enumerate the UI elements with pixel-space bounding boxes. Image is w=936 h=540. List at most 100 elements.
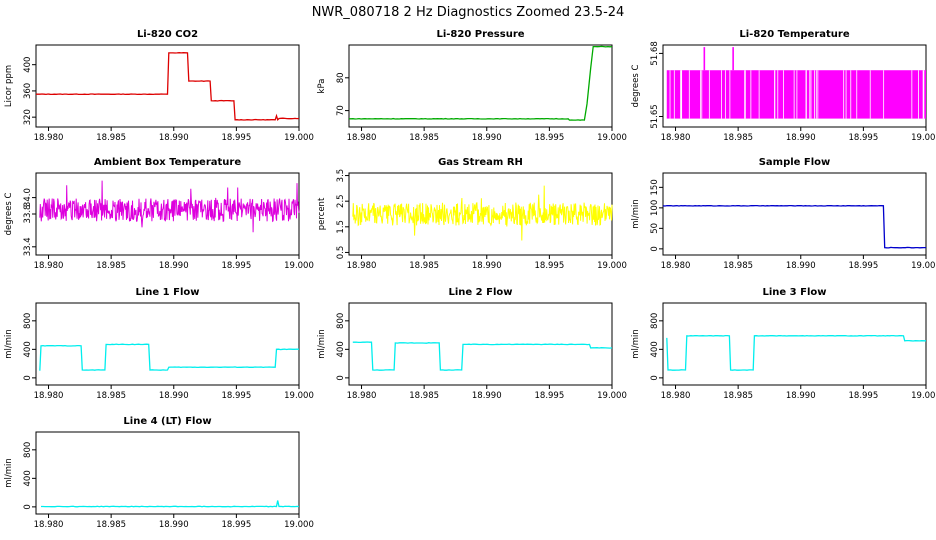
chart-panel: Li-820 Temperature 18.980 18.985 18.990 18.9… <box>631 29 936 143</box>
x-tick-label: 18.985 <box>96 520 126 530</box>
x-tick-label: 18.990 <box>159 520 189 530</box>
x-tick-label: 19.000 <box>911 391 936 401</box>
x-tick-label: 18.980 <box>661 391 691 401</box>
chart-panels: Li-820 CO2 18.980 18.985 18.990 18.995 19.000… <box>4 29 936 530</box>
x-tick-label: 19.000 <box>284 261 314 271</box>
chart-panel: Line 4 (LT) Flow 18.980 18.985 18.990 18.995… <box>4 416 314 530</box>
y-axis-label: degrees C <box>4 193 14 236</box>
y-tick-label: 3.5 <box>336 169 346 183</box>
x-tick-label: 18.995 <box>535 391 565 401</box>
x-tick-label: 18.995 <box>849 261 879 271</box>
y-axis-label: ml/min <box>4 458 14 488</box>
plot-frame <box>35 44 300 128</box>
data-series-line <box>352 341 613 371</box>
x-tick-label: 18.985 <box>96 133 126 143</box>
x-tick-label: 18.980 <box>347 261 377 271</box>
panel-title: Line 4 (LT) Flow <box>123 416 211 427</box>
plot-frame <box>35 431 300 515</box>
x-tick-label: 18.990 <box>472 261 502 271</box>
plot-frame <box>662 302 927 386</box>
chart-panel: Li-820 CO2 18.980 18.985 18.990 18.995 19.000… <box>4 29 314 143</box>
y-tick-label: 0.5 <box>336 246 346 260</box>
x-tick-label: 18.995 <box>849 391 879 401</box>
chart-panel: Line 3 Flow 18.980 18.985 18.990 18.995 19.00… <box>631 287 936 401</box>
x-tick-label: 18.980 <box>34 520 64 530</box>
y-tick-label: 800 <box>23 313 33 329</box>
x-tick-label: 19.000 <box>284 520 314 530</box>
y-tick-label: 400 <box>23 57 33 73</box>
x-tick-label: 18.995 <box>535 261 565 271</box>
x-tick-label: 18.995 <box>849 133 879 143</box>
y-tick-label: 400 <box>23 341 33 357</box>
panel-title: Sample Flow <box>759 157 831 168</box>
panel-title: Line 1 Flow <box>136 287 200 298</box>
x-tick-label: 18.980 <box>34 261 64 271</box>
x-tick-label: 18.990 <box>472 133 502 143</box>
plot-frame <box>348 302 613 386</box>
x-tick-label: 18.980 <box>347 133 377 143</box>
x-tick-label: 18.995 <box>222 391 252 401</box>
x-tick-label: 18.990 <box>159 261 189 271</box>
x-tick-label: 19.000 <box>911 133 936 143</box>
x-tick-label: 18.985 <box>723 133 753 143</box>
x-tick-label: 18.985 <box>409 261 439 271</box>
y-axis-label: ml/min <box>317 329 327 359</box>
y-axis-label: ml/min <box>4 329 14 359</box>
data-series-line <box>349 45 613 121</box>
x-tick-label: 18.985 <box>409 391 439 401</box>
y-tick-label: 800 <box>23 442 33 458</box>
y-tick-label: 360 <box>23 83 33 99</box>
x-tick-label: 18.995 <box>222 520 252 530</box>
x-tick-label: 19.000 <box>597 391 627 401</box>
panel-title: Gas Stream RH <box>438 157 523 168</box>
x-tick-label: 18.980 <box>661 133 691 143</box>
y-axis-label: kPa <box>317 79 327 94</box>
x-tick-label: 19.000 <box>284 133 314 143</box>
x-tick-label: 18.985 <box>96 391 126 401</box>
y-tick-label: 100 <box>650 200 660 216</box>
x-tick-label: 18.980 <box>661 261 691 271</box>
y-tick-label: 800 <box>336 313 346 329</box>
panel-title: Li-820 Temperature <box>739 29 849 40</box>
x-tick-label: 18.990 <box>786 391 816 401</box>
y-tick-label: 51.68 <box>650 41 660 65</box>
plot-frame <box>35 302 300 386</box>
x-tick-label: 18.980 <box>34 133 64 143</box>
x-tick-label: 18.995 <box>222 261 252 271</box>
x-tick-label: 18.985 <box>409 133 439 143</box>
data-series-line <box>39 180 300 233</box>
y-tick-label: 0 <box>23 375 33 380</box>
data-series-line <box>352 185 613 241</box>
x-tick-label: 18.990 <box>472 391 502 401</box>
y-tick-label: 34.0 <box>23 188 33 207</box>
x-tick-label: 18.985 <box>723 261 753 271</box>
panel-title: Li-820 Pressure <box>436 29 524 40</box>
panel-title: Line 3 Flow <box>763 287 827 298</box>
chart-panel: Line 2 Flow 18.980 18.985 18.990 18.995 19.00… <box>317 287 627 401</box>
x-tick-label: 18.980 <box>34 391 64 401</box>
y-tick-label: 320 <box>23 109 33 125</box>
y-tick-label: 80 <box>336 72 346 83</box>
chart-panel: Sample Flow 18.980 18.985 18.990 18.995 19.00… <box>631 157 936 271</box>
y-tick-label: 51.65 <box>650 104 660 128</box>
panel-title: Li-820 CO2 <box>137 29 198 40</box>
y-tick-label: 33.8 <box>23 205 33 224</box>
y-tick-label: 33.4 <box>23 237 33 256</box>
y-tick-label: 400 <box>23 470 33 486</box>
x-tick-label: 19.000 <box>597 133 627 143</box>
plot-frame <box>348 44 613 128</box>
x-tick-label: 18.990 <box>159 391 189 401</box>
y-axis-label: ml/min <box>631 329 641 359</box>
y-axis-label: ml/min <box>631 199 641 229</box>
data-series-line <box>662 204 926 249</box>
chart-panel: Ambient Box Temperature 18.980 18.985 18.99… <box>4 157 314 271</box>
y-tick-label: 0 <box>336 375 346 380</box>
x-tick-label: 18.980 <box>347 391 377 401</box>
x-tick-label: 18.995 <box>535 133 565 143</box>
plot-frame <box>662 172 927 256</box>
panel-title: Line 2 Flow <box>449 287 513 298</box>
y-tick-label: 150 <box>650 179 660 195</box>
y-axis-label: percent <box>317 197 327 230</box>
y-tick-label: 0 <box>650 246 660 251</box>
